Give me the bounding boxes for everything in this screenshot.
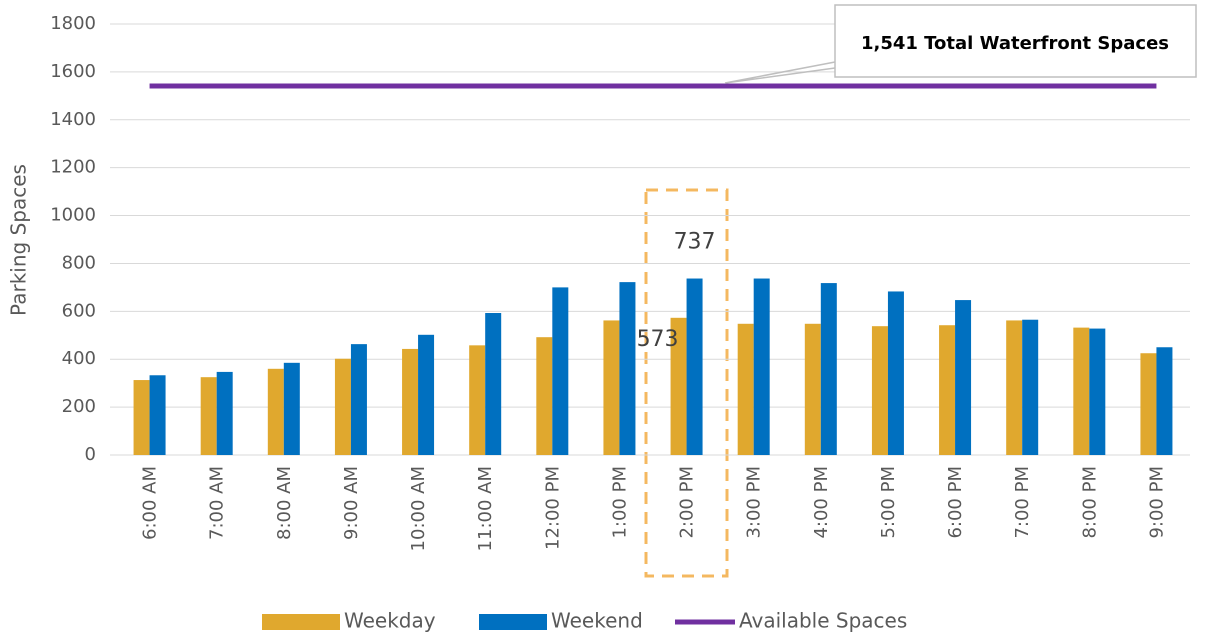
x-tick-label: 9:00 PM: [1146, 466, 1167, 539]
y-tick-label: 0: [85, 444, 96, 465]
bar: [1089, 328, 1106, 455]
data-label: 573: [637, 327, 679, 352]
bar: [283, 362, 300, 455]
bar: [1073, 327, 1090, 455]
x-tick-label: 1:00 PM: [609, 466, 630, 539]
legend-swatch: [479, 614, 547, 630]
y-tick-label: 1200: [50, 157, 96, 178]
legend-label: Available Spaces: [739, 609, 907, 633]
x-tick-label: 3:00 PM: [744, 466, 765, 539]
x-tick-label: 8:00 PM: [1079, 466, 1100, 539]
legend-swatch: [262, 614, 340, 630]
x-tick-label: 2:00 PM: [677, 466, 698, 539]
bar: [334, 358, 351, 455]
y-tick-label: 800: [62, 252, 96, 273]
bar: [939, 325, 956, 455]
bar: [149, 375, 166, 455]
bar: [418, 334, 435, 455]
bar: [1022, 319, 1039, 455]
bar: [1140, 353, 1157, 455]
x-tick-label: 7:00 PM: [1012, 466, 1033, 539]
x-tick-label: 12:00 PM: [542, 466, 563, 550]
bar: [955, 300, 972, 455]
bar: [485, 313, 502, 455]
bar: [670, 317, 687, 455]
bar: [402, 348, 419, 455]
annotation: 1,541 Total Waterfront Spaces: [861, 33, 1169, 54]
y-tick-label: 1400: [50, 109, 96, 130]
y-tick-label: 1600: [50, 61, 96, 82]
x-tick-label: 9:00 AM: [341, 466, 362, 540]
data-label: 737: [674, 230, 716, 255]
y-tick-label: 600: [62, 300, 96, 321]
bar: [216, 371, 233, 455]
bar: [820, 283, 837, 455]
y-tick-label: 1000: [50, 205, 96, 226]
bar: [1156, 347, 1173, 455]
x-tick-label: 5:00 PM: [878, 466, 899, 539]
bar: [686, 278, 703, 455]
bar: [133, 380, 150, 455]
y-axis-label: Parking Spaces: [7, 164, 31, 316]
callout-line: [724, 61, 836, 84]
bar: [737, 323, 754, 455]
x-tick-label: 8:00 AM: [274, 466, 295, 540]
bar: [536, 337, 553, 455]
bar: [887, 291, 904, 455]
bar: [1006, 320, 1023, 455]
legend-label: Weekday: [344, 609, 436, 633]
y-tick-label: 1800: [50, 13, 96, 34]
x-tick-label: 6:00 AM: [140, 466, 161, 540]
x-tick-label: 7:00 AM: [207, 466, 228, 540]
bar: [350, 344, 367, 455]
bar: [871, 326, 888, 455]
legend-label: Weekend: [551, 609, 643, 633]
x-tick-label: 4:00 PM: [811, 466, 832, 539]
highlight-box: [644, 188, 729, 578]
y-tick-label: 400: [62, 348, 96, 369]
bar: [619, 282, 636, 455]
bar: [200, 377, 217, 455]
bar: [267, 368, 284, 455]
bar: [753, 278, 770, 455]
annotation-box: [834, 4, 1197, 78]
bar: [469, 345, 486, 455]
bar: [603, 320, 620, 455]
x-tick-label: 6:00 PM: [945, 466, 966, 539]
y-tick-label: 200: [62, 396, 96, 417]
bar: [804, 323, 821, 455]
x-tick-label: 11:00 AM: [475, 466, 496, 551]
bar: [552, 287, 569, 455]
x-tick-label: 10:00 AM: [408, 466, 429, 551]
